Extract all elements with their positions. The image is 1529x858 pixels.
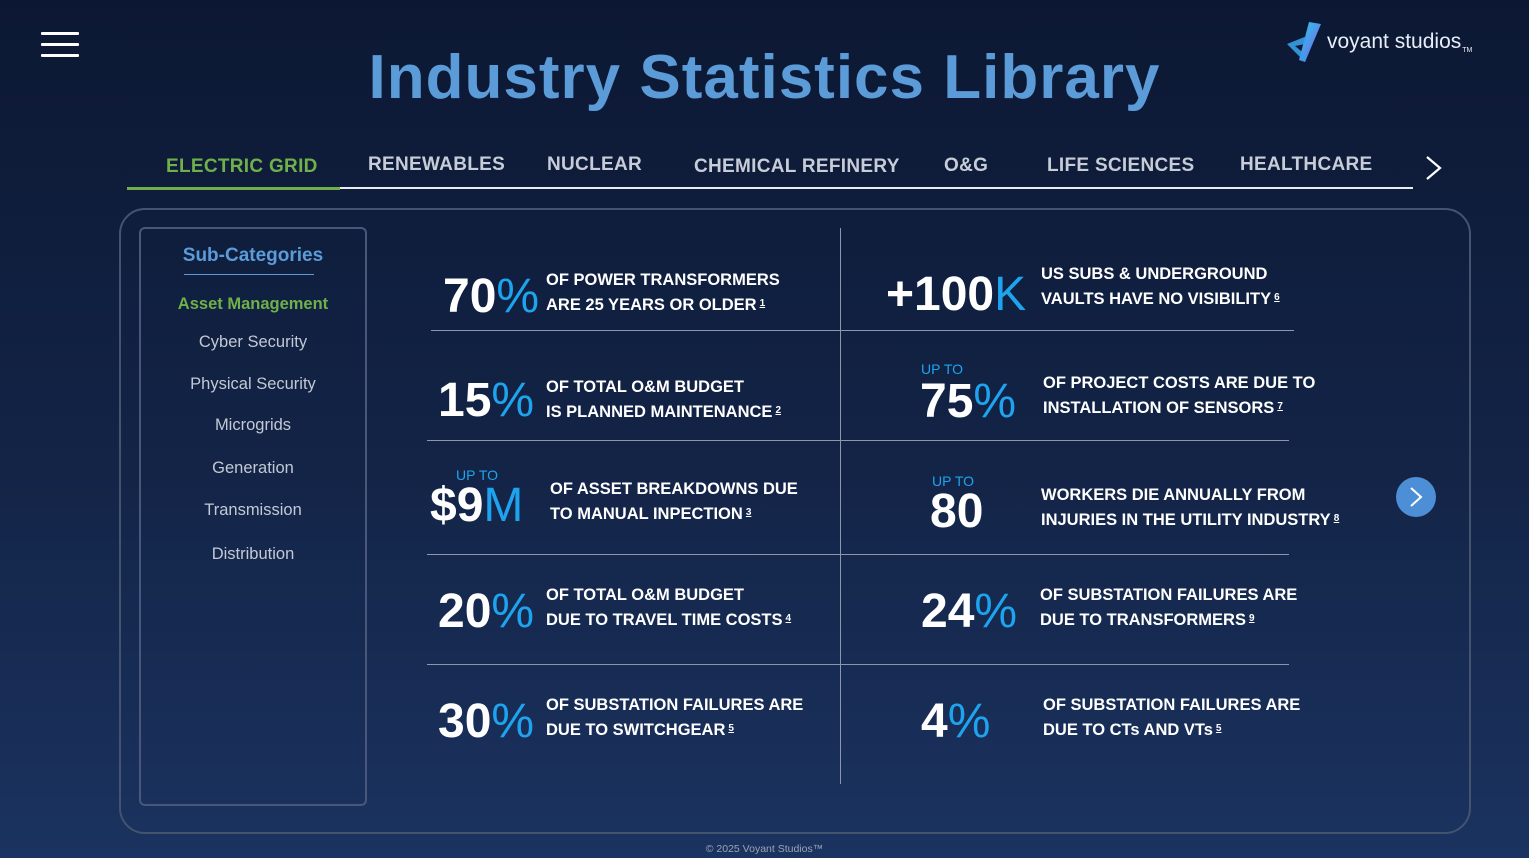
stat-description: OF SUBSTATION FAILURES ARE DUE TO CTs AND…: [1043, 696, 1301, 739]
stat-description: OF POWER TRANSFORMERS ARE 25 YEARS OR OLD…: [546, 271, 780, 314]
stat-description: US SUBS & UNDERGROUND VAULTS HAVE NO VISI…: [1041, 265, 1280, 308]
tab-nuclear[interactable]: NUCLEAR: [547, 154, 642, 175]
stat-description: OF PROJECT COSTS ARE DUE TO INSTALLATION …: [1043, 374, 1316, 417]
stat-value: 75%: [920, 375, 1017, 428]
tab-chemical-refinery[interactable]: CHEMICAL REFINERY: [694, 156, 900, 177]
up-to-label: UP TO: [456, 467, 499, 483]
tab-life-sciences[interactable]: LIFE SCIENCES: [1047, 155, 1195, 176]
logo: voyant studiosTM: [1285, 20, 1472, 64]
sidebar-item-distribution[interactable]: Distribution: [211, 545, 295, 563]
stat-value: 30%: [438, 695, 535, 748]
copyright-footer: © 2025 Voyant Studios™: [705, 843, 824, 855]
stat-value: 15%: [438, 374, 535, 427]
stats-divider: [431, 330, 1294, 331]
stats-divider-vertical: [840, 228, 841, 784]
sidebar-item-cyber-security[interactable]: Cyber Security: [198, 333, 308, 351]
industry-tabs: ELECTRIC GRID RENEWABLES NUCLEAR CHEMICA…: [127, 148, 1413, 190]
stats-divider: [427, 440, 1289, 441]
tab-healthcare[interactable]: HEALTHCARE: [1240, 154, 1373, 175]
page-title: Industry Statistics Library: [368, 43, 1161, 112]
stat-value: +100K: [886, 268, 1027, 321]
stat-description: OF TOTAL O&M BUDGET DUE TO TRAVEL TIME CO…: [546, 586, 792, 629]
stat-value: 80: [930, 485, 984, 538]
stat-description: WORKERS DIE ANNUALLY FROM INJURIES IN THE…: [1041, 486, 1340, 529]
sidebar-item-transmission[interactable]: Transmission: [204, 501, 302, 519]
stats-divider: [427, 664, 1289, 665]
up-to-label: UP TO: [932, 473, 975, 489]
stat-description: OF ASSET BREAKDOWNS DUE TO MANUAL INPECTI…: [550, 480, 798, 523]
voyant-logo-icon: [1287, 22, 1321, 62]
next-page-button[interactable]: [1396, 477, 1436, 517]
tab-og[interactable]: O&G: [944, 155, 989, 176]
active-tab-underline: [127, 187, 340, 190]
stats-divider: [427, 554, 1289, 555]
stat-value: 24%: [921, 585, 1018, 638]
sidebar-item-asset-management[interactable]: Asset Management: [177, 295, 329, 313]
tab-electric-grid[interactable]: ELECTRIC GRID: [166, 156, 318, 177]
menu-icon[interactable]: [41, 31, 79, 59]
stat-value: 70%: [443, 270, 540, 323]
sidebar-item-microgrids[interactable]: Microgrids: [214, 416, 292, 434]
stat-value: $9M: [430, 479, 524, 532]
stat-value: 20%: [438, 585, 535, 638]
stats-panel: [119, 208, 1471, 834]
logo-text: voyant studiosTM: [1327, 30, 1473, 54]
stat-description: OF TOTAL O&M BUDGET IS PLANNED MAINTENANC…: [546, 378, 781, 421]
up-to-label: UP TO: [921, 361, 964, 377]
chevron-right-icon: [1410, 487, 1423, 507]
sidebar-heading: Sub-Categories: [182, 245, 324, 266]
tab-renewables[interactable]: RENEWABLES: [368, 154, 506, 175]
stat-description: OF SUBSTATION FAILURES ARE DUE TO SWITCHG…: [546, 696, 804, 739]
stat-value: 4%: [921, 695, 991, 748]
sidebar-heading-underline: [184, 274, 314, 275]
chevron-right-icon[interactable]: [1422, 154, 1446, 182]
sidebar-item-physical-security[interactable]: Physical Security: [190, 375, 316, 393]
sidebar-item-generation[interactable]: Generation: [212, 459, 294, 477]
stat-description: OF SUBSTATION FAILURES ARE DUE TO TRANSFO…: [1040, 586, 1298, 629]
sub-categories-sidebar: Sub-Categories Asset Management Cyber Se…: [139, 227, 367, 806]
